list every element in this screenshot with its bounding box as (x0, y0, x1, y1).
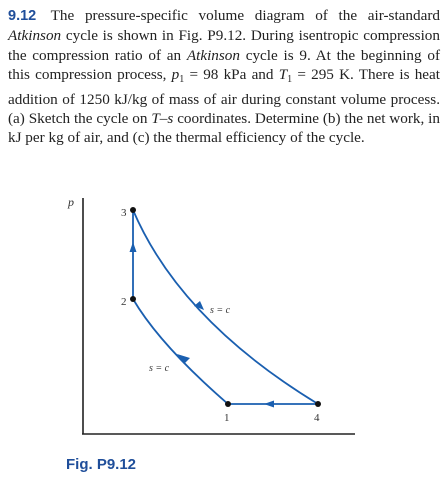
arrow-expansion-icon (194, 301, 204, 310)
isentrope-lower-label: s = c (149, 363, 170, 374)
state-point-2 (130, 296, 136, 302)
isentrope-upper-label: s = c (210, 305, 231, 316)
p1-variable: p (171, 66, 180, 84)
p-axis-label: p (67, 195, 74, 209)
p1-subscript: 1 (179, 74, 185, 86)
figure-caption: Fig. P9.12 (66, 456, 137, 473)
problem-text-6: coordinates. Determine (b) the net work,… (8, 110, 440, 147)
problem-text-1: The pressure-specific volume diagram of … (40, 7, 440, 24)
atkinson-term-2: Atkinson (186, 46, 240, 64)
pv-diagram: p υ 1 2 3 4 s = c s = c (67, 195, 355, 440)
state-point-4 (315, 401, 321, 407)
problem-text-3: cycle is 9. At the beginning of this com… (8, 46, 440, 84)
problem-statement: 9.12 The pressure-specific volume diagra… (8, 6, 440, 148)
ts-coordinates: T–s (151, 110, 174, 128)
process-1-2-curve (132, 298, 229, 405)
process-3-4-curve (132, 209, 319, 405)
atkinson-term-1: Atkinson (8, 27, 62, 45)
state-label-2: 2 (121, 296, 127, 308)
state-point-3 (130, 207, 136, 213)
problem-number: 9.12 (8, 8, 37, 24)
t1-variable: T (278, 66, 288, 84)
arrow-compression-icon (177, 354, 190, 364)
arrow-left-icon (264, 400, 274, 408)
t1-subscript: 1 (287, 74, 293, 86)
state-point-1 (225, 401, 231, 407)
problem-text-4: = 98 kPa and (184, 66, 279, 84)
state-label-3: 3 (121, 207, 127, 219)
v-axis-label: υ (349, 437, 355, 440)
state-label-4: 4 (314, 412, 320, 424)
problem-text-2: cycle is shown in Fig. P9.12. During ise… (8, 27, 440, 64)
arrow-up-icon (129, 242, 137, 252)
problem-text-5: = 295 K. There is heat addition of 1250 … (8, 66, 441, 128)
state-label-1: 1 (224, 412, 230, 424)
